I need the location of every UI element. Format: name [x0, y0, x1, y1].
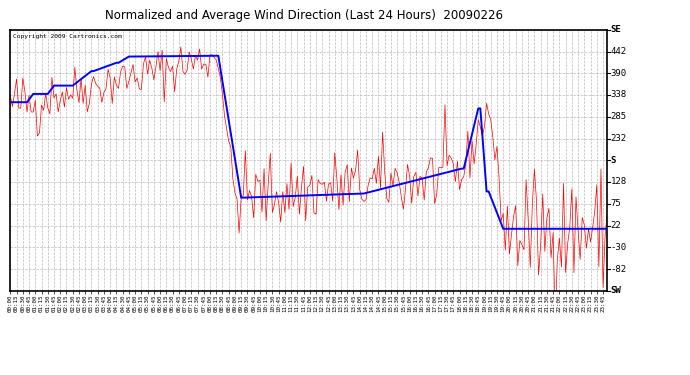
- Text: 338: 338: [611, 90, 627, 99]
- Text: SW: SW: [611, 286, 622, 295]
- Text: -30: -30: [611, 243, 627, 252]
- Text: 285: 285: [611, 112, 627, 121]
- Text: -82: -82: [611, 264, 627, 273]
- Text: 232: 232: [611, 134, 627, 143]
- Text: 442: 442: [611, 47, 627, 56]
- Text: Normalized and Average Wind Direction (Last 24 Hours)  20090226: Normalized and Average Wind Direction (L…: [105, 9, 502, 22]
- Text: 75: 75: [611, 200, 622, 208]
- Text: 128: 128: [611, 177, 627, 186]
- Text: Copyright 2009 Cartronics.com: Copyright 2009 Cartronics.com: [13, 34, 122, 39]
- Text: 390: 390: [611, 69, 627, 78]
- Text: SE: SE: [611, 26, 622, 34]
- Text: S: S: [611, 156, 616, 165]
- Text: 22: 22: [611, 221, 622, 230]
